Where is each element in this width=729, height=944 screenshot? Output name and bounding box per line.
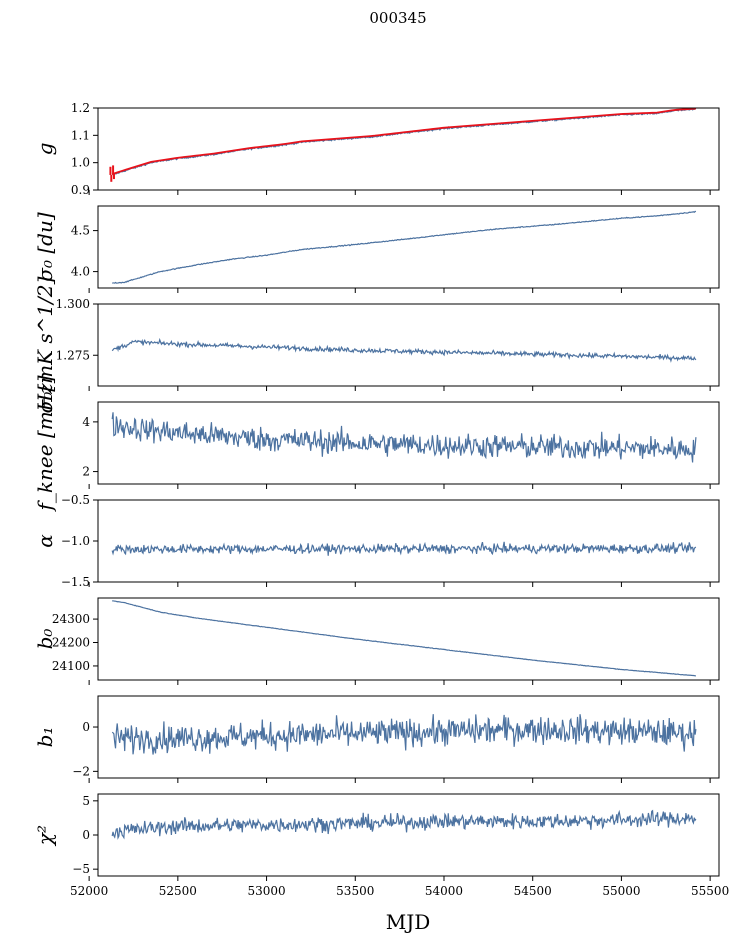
panel-chi2: −5 0 5 52000 52500 53000 53500 54000 54500 55000 5…: [33, 793, 729, 898]
y-axis-label-fknee: f_knee [mHz]: [33, 375, 57, 512]
x-tick-label: 52000: [70, 884, 108, 898]
y-tick-label-chi2: −5: [72, 862, 90, 876]
panels-group: 0.9 1.0 1.1 1.2 g 4.0 4.5 σ₀ [du] 1.275 1.300σ₀[m…: [33, 101, 729, 898]
panel-sigma0_du: 4.0 4.5 σ₀ [du]: [33, 205, 720, 293]
y-tick-label-b0: 24300: [52, 612, 90, 626]
y-axis-label-sigma0_du: σ₀ [du]: [33, 212, 57, 282]
series-line-alpha: [111, 541, 697, 556]
axes-frame-b1: [97, 695, 720, 779]
y-tick-label-b0: 24100: [52, 659, 90, 673]
y-tick-label-g: 1.2: [71, 101, 90, 115]
y-tick-label-alpha: −0.5: [61, 493, 90, 507]
series-line-sigma0_mK: [111, 337, 697, 363]
axes-frame-alpha: [97, 499, 720, 583]
y-tick-label-chi2: 5: [82, 794, 90, 808]
y-tick-label-b1: −2: [72, 764, 90, 778]
y-tick-label-alpha: −1.5: [61, 575, 90, 589]
y-axis-label-g: g: [33, 143, 57, 156]
y-axis-label-b1: b₁: [33, 727, 57, 748]
y-tick-label-alpha: −1.0: [61, 534, 90, 548]
x-axis-label: MJD: [386, 910, 431, 934]
y-axis-label-chi2: χ²: [33, 825, 57, 847]
overlay-line-g: [111, 108, 696, 176]
axes-frame-b0: [97, 597, 720, 681]
y-tick-label-fknee: 4: [82, 415, 90, 429]
series-line-chi2: [111, 809, 697, 840]
y-tick-label-g: 0.9: [71, 183, 90, 197]
figure-title: 000345: [369, 9, 426, 27]
axes-frame-g: [97, 107, 720, 191]
y-tick-label-sigma0_mK: 1.275: [56, 348, 90, 362]
y-tick-label-sigma0_du: 4.5: [71, 224, 90, 238]
y-tick-label-sigma0_du: 4.0: [71, 265, 90, 279]
x-tick-label: 54000: [425, 884, 463, 898]
y-axis-label-b0: b₀: [33, 629, 57, 650]
panel-g: 0.9 1.0 1.1 1.2 g: [33, 101, 720, 197]
series-line-sigma0_du: [112, 210, 697, 284]
y-tick-label-fknee: 2: [82, 465, 90, 479]
panel-b0: 24100 24200 24300 b₀: [33, 597, 720, 685]
y-tick-label-b0: 24200: [52, 636, 90, 650]
axes-frame-sigma0_du: [97, 205, 720, 289]
x-tick-label: 54500: [514, 884, 552, 898]
axes-frame-sigma0_mK: [97, 303, 720, 387]
x-tick-label: 55500: [691, 884, 729, 898]
panel-b1: −2 0 b₁: [33, 695, 720, 783]
y-tick-label-g: 1.0: [71, 156, 90, 170]
y-axis-label-sigma0_mK: σ₀[mK s^1/2]: [33, 276, 57, 413]
panel-fknee: 2 4 f_knee [mHz]: [33, 375, 720, 512]
y-tick-label-g: 1.1: [71, 128, 90, 142]
panel-alpha: −1.5 −1.0 −0.5 α: [33, 493, 720, 589]
x-tick-label: 52500: [159, 884, 197, 898]
series-line-fknee: [111, 412, 697, 463]
x-tick-label: 53500: [336, 884, 374, 898]
y-axis-label-alpha: α: [33, 534, 57, 548]
series-line-b1: [111, 714, 697, 755]
x-tick-label: 55000: [602, 884, 640, 898]
x-tick-label: 53000: [247, 884, 285, 898]
y-tick-label-chi2: 0: [82, 828, 90, 842]
y-tick-label-b1: 0: [82, 720, 90, 734]
axes-frame-fknee: [97, 401, 720, 485]
series-line-b0: [112, 600, 696, 677]
axes-frame-chi2: [97, 793, 720, 877]
series-line-g: [112, 108, 697, 176]
y-tick-label-sigma0_mK: 1.300: [56, 297, 90, 311]
